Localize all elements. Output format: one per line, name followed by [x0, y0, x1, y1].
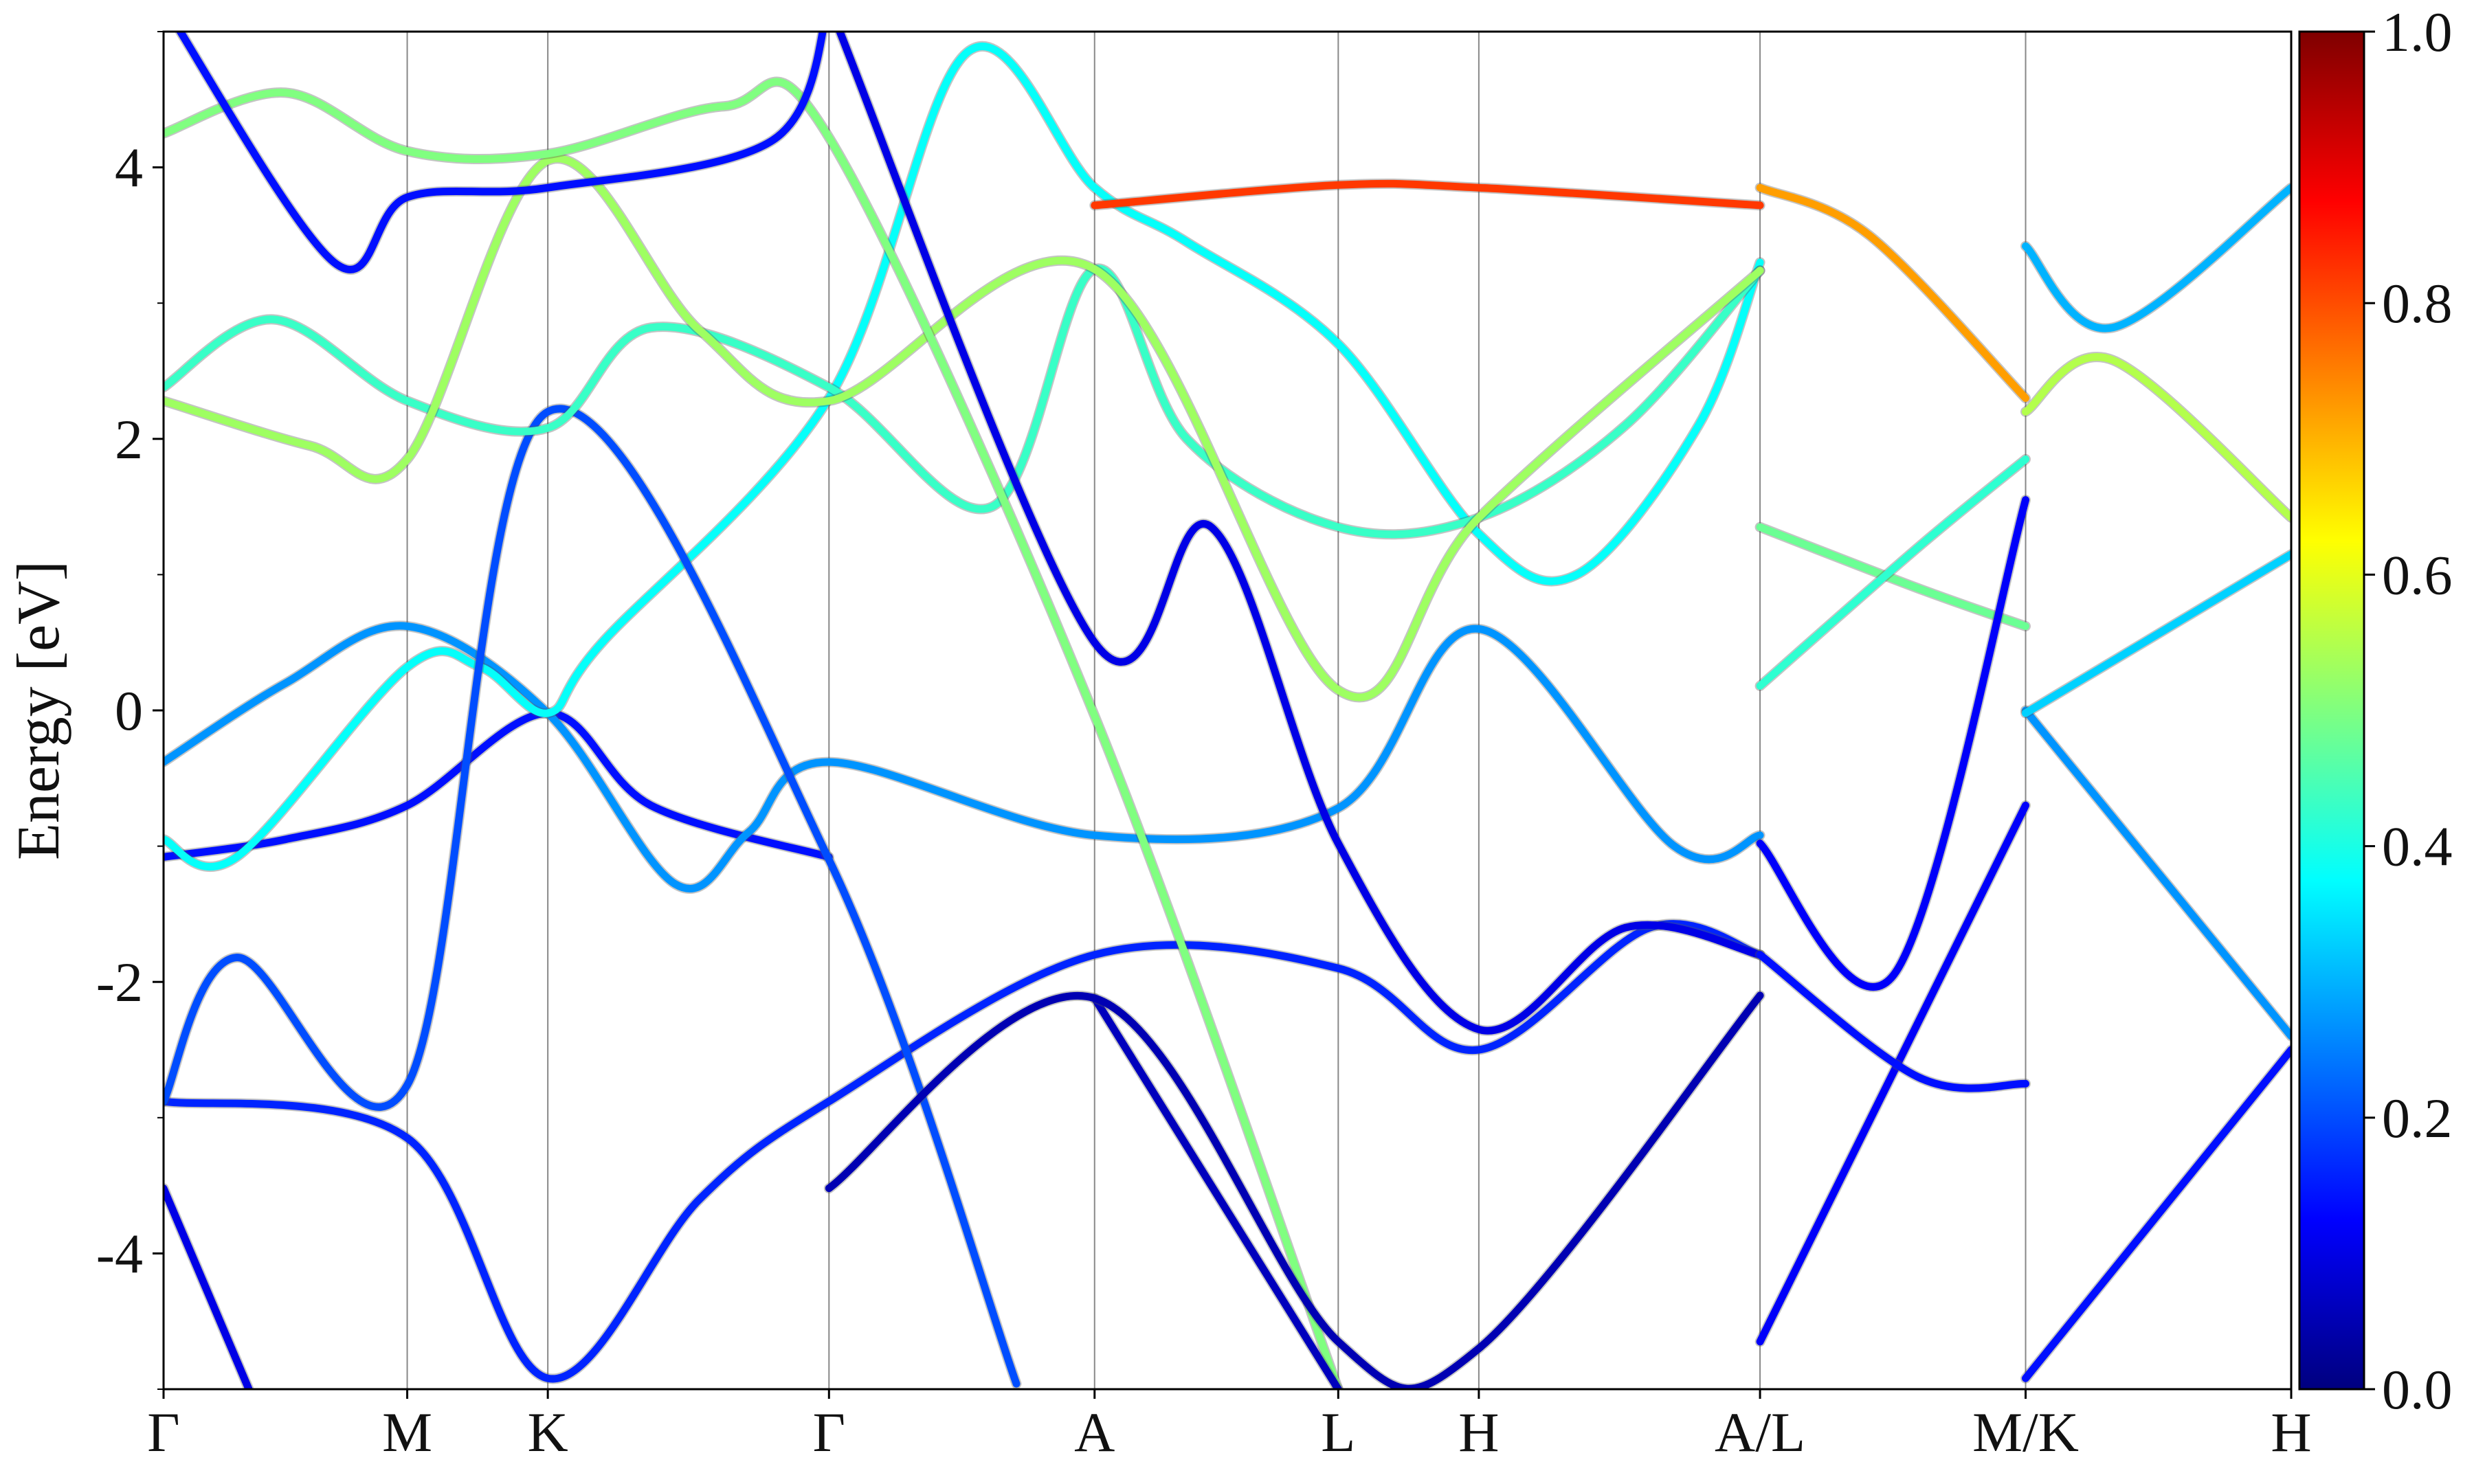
colorbar	[2298, 30, 2365, 1391]
band-lines	[164, 32, 2291, 1389]
band-line	[1756, 183, 2029, 402]
colorbar-tick-label: 0.0	[2382, 1358, 2453, 1421]
band-line	[164, 1184, 253, 1389]
band-line	[164, 155, 1764, 701]
band-line	[1756, 496, 2029, 991]
y-axis: -4 -2 0 2 4	[96, 31, 164, 1390]
colorbar-tick-label: 0.8	[2382, 272, 2453, 335]
band-line	[2022, 183, 2291, 333]
y-tick-label: 4	[115, 137, 143, 199]
band-line	[164, 78, 1342, 1389]
band-line	[1756, 455, 2029, 690]
x-tick-label: A	[1074, 1401, 1115, 1463]
x-axis: Γ M K Γ A L H A/L M/K H	[147, 1389, 2312, 1463]
x-tick-label: Γ	[147, 1401, 179, 1463]
y-tick-label: 0	[115, 679, 143, 742]
colorbar-tick-label: 0.4	[2382, 816, 2453, 878]
colorbar-ticks: 0.0 0.2 0.4 0.6 0.8 1.0	[2364, 1, 2453, 1421]
band-line	[1756, 801, 2029, 1346]
colorbar-tick-label: 0.6	[2382, 543, 2453, 606]
y-tick-label: -2	[96, 951, 143, 1013]
band-line-outline	[1754, 182, 2031, 403]
band-line	[1091, 179, 1764, 210]
band-line	[1756, 523, 2029, 630]
band-line	[164, 709, 833, 861]
band-line	[164, 622, 1764, 892]
band-line-outline	[834, 32, 1765, 1036]
band-line	[176, 32, 827, 273]
band-line-outline	[2020, 352, 2291, 523]
band-line	[2022, 353, 2291, 521]
x-tick-label: K	[528, 1401, 568, 1463]
y-tick-label: -4	[96, 1222, 143, 1285]
band-line-outline	[164, 403, 1022, 1389]
band-line	[1756, 951, 2029, 1092]
x-tick-label: L	[1321, 1401, 1355, 1463]
band-line	[2022, 1046, 2291, 1382]
band-line	[2022, 706, 2291, 1040]
y-axis-label: Energy [eV]	[5, 561, 72, 860]
band-line	[825, 991, 1764, 1389]
band-line	[2022, 550, 2291, 717]
band-line	[836, 32, 1764, 1035]
x-tick-label: H	[1458, 1401, 1499, 1463]
band-line	[1091, 994, 1342, 1389]
band-line	[164, 43, 1764, 871]
colorbar-tick-label: 0.2	[2382, 1087, 2453, 1149]
colorbar-tick-label: 1.0	[2382, 1, 2453, 63]
band-line-outline	[164, 153, 1765, 703]
x-tick-label: A/L	[1715, 1401, 1805, 1463]
band-line	[164, 405, 1021, 1388]
x-tick-label: H	[2271, 1401, 2311, 1463]
x-tick-label: Γ	[813, 1401, 845, 1463]
x-tick-label: M/K	[1972, 1401, 2079, 1463]
x-tick-label: M	[382, 1401, 432, 1463]
kpoint-gridlines	[406, 32, 2027, 1389]
y-tick-label: 2	[115, 408, 143, 471]
